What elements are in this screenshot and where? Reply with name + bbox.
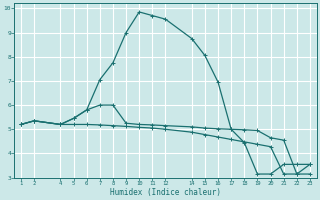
X-axis label: Humidex (Indice chaleur): Humidex (Indice chaleur) [110, 188, 221, 197]
